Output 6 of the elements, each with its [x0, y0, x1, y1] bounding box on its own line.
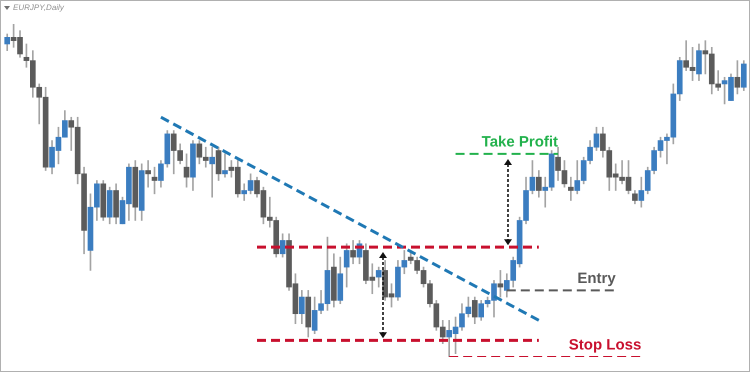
candlestick [152, 166, 158, 194]
candlestick [222, 154, 228, 178]
chart-title: EURJPY,Daily [13, 3, 64, 12]
series-label: Stop Loss [568, 336, 642, 354]
series-label: Entry [577, 270, 616, 288]
series-label: Take Profit [482, 134, 558, 151]
